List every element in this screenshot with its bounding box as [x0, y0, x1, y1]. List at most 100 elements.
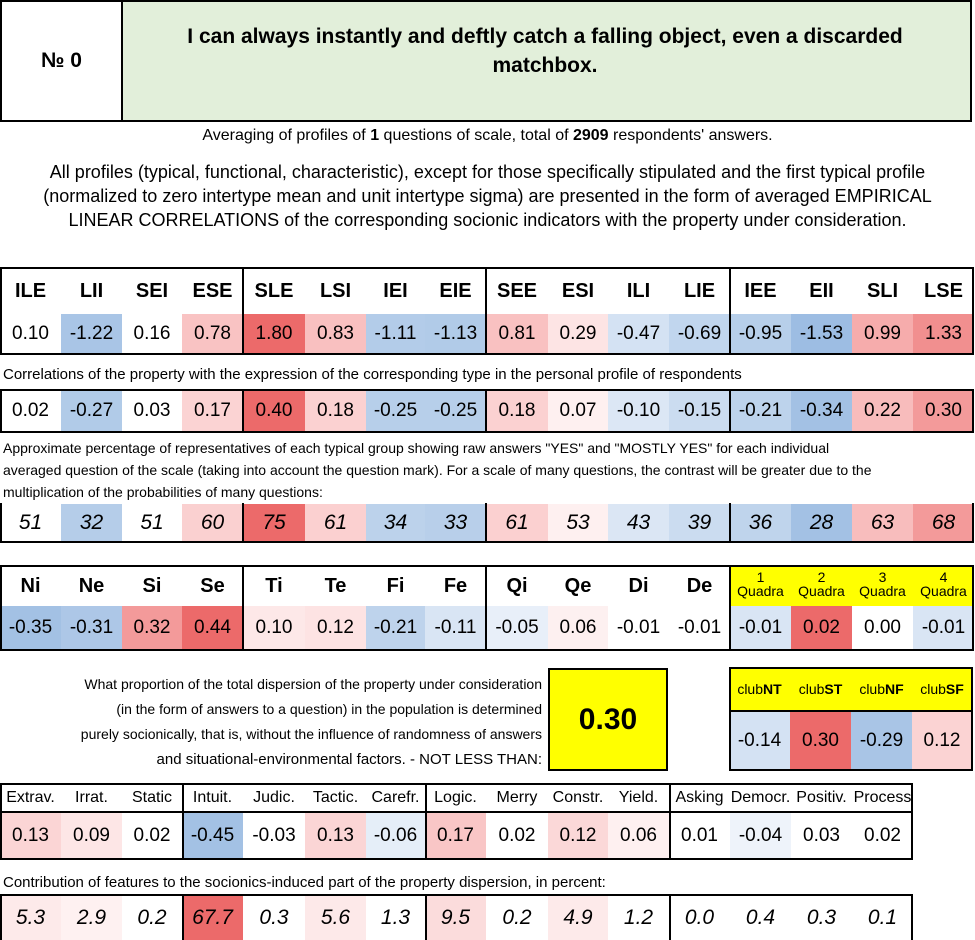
type-percentage-value: 68 — [913, 504, 974, 542]
trait-label: Static — [131, 789, 172, 806]
types-group-border — [972, 267, 974, 354]
quadra-value: 0.02 — [791, 606, 852, 650]
quadra-label: 1 Quadra — [730, 566, 791, 606]
trait-label: Constr. — [552, 789, 604, 806]
type-correlation-value: 0.17 — [182, 390, 243, 432]
function-label: De — [686, 574, 713, 597]
type-normalized-value: 1.33 — [913, 314, 974, 354]
traits-bottom-border — [0, 858, 913, 860]
trait-value: 0.13 — [305, 813, 366, 859]
type-label: IEE — [744, 279, 777, 302]
types-group-border — [485, 503, 487, 543]
function-label: Fi — [386, 574, 405, 597]
type-normalized-value: -0.95 — [730, 314, 791, 354]
type-normalized-value: 0.16 — [122, 314, 182, 354]
quadra-label: 3 Quadra — [852, 566, 913, 606]
traits-group-border — [425, 783, 427, 860]
type-correlation-value: -0.25 — [425, 390, 486, 432]
function-value: 0.32 — [122, 606, 182, 650]
type-percentage-value: 63 — [852, 504, 913, 542]
function-value: 0.44 — [182, 606, 243, 650]
function-label: Te — [324, 574, 347, 597]
percentage-note-1: Approximate percentage of representative… — [3, 440, 830, 456]
trait-contribution: 0.3 — [243, 896, 305, 940]
trait-label: Merry — [496, 789, 538, 806]
type-correlation-value: -0.25 — [366, 390, 425, 432]
functions-group-border — [485, 565, 487, 651]
type-label: LSI — [319, 279, 352, 302]
quadra-label: 4 Quadra — [913, 566, 974, 606]
function-value: 0.10 — [243, 606, 305, 650]
trait-contribution: 0.4 — [730, 896, 791, 940]
quadra-number: 4 — [939, 569, 948, 585]
type-normalized-value: -1.11 — [366, 314, 425, 354]
question-title-box — [121, 0, 972, 122]
number-value: 0 — [70, 49, 82, 72]
type-percentage-value: 34 — [366, 504, 425, 542]
type-normalized-value: 0.83 — [305, 314, 366, 354]
trait-label: Yield. — [618, 789, 659, 806]
quadra-value: 0.00 — [852, 606, 913, 650]
type-normalized-value: -0.47 — [608, 314, 669, 354]
trait-contribution: 4.9 — [548, 896, 608, 940]
types-group-border — [242, 503, 244, 543]
quadra-word: Quadra — [859, 583, 906, 599]
function-label: Di — [628, 574, 649, 597]
type-correlation-value: 0.02 — [0, 390, 61, 432]
function-value: -0.11 — [425, 606, 486, 650]
traits-mid-border — [0, 811, 913, 813]
function-value: 0.06 — [548, 606, 608, 650]
question-title: I can always instantly and deftly catch … — [187, 25, 903, 77]
trait-label: Asking — [675, 789, 724, 806]
type-percentage-value: 61 — [486, 504, 548, 542]
dispersion-line-3: purely socionically, that is, without th… — [80, 726, 542, 742]
type-label: ESE — [192, 279, 233, 302]
type-percentage-value: 75 — [243, 504, 305, 542]
clubs-mid-border — [729, 710, 973, 712]
traits-group-border — [0, 783, 2, 860]
club-name: ST — [824, 681, 843, 697]
type-percentage-value: 39 — [669, 504, 730, 542]
function-value: -0.01 — [669, 606, 730, 650]
trait-value: 0.01 — [669, 813, 730, 859]
function-label: Se — [200, 574, 225, 597]
dispersion-value: 0.30 — [548, 668, 668, 771]
types-group-border — [242, 389, 244, 433]
trait-value: 0.13 — [0, 813, 61, 859]
contrib-group-border — [182, 894, 184, 940]
type-percentage-value: 61 — [305, 504, 366, 542]
type-label: LSE — [924, 279, 963, 302]
club-prefix: club — [859, 681, 885, 697]
type-normalized-value: -1.53 — [791, 314, 852, 354]
trait-value: 0.02 — [852, 813, 913, 859]
functions-bottom-border — [0, 649, 974, 651]
club-value: 0.12 — [912, 712, 972, 770]
type-percentage-value: 53 — [548, 504, 608, 542]
trait-value: -0.06 — [366, 813, 425, 859]
trait-label: Democr. — [730, 789, 791, 806]
quadra-word: Quadra — [798, 583, 845, 599]
trait-contribution: 0.0 — [669, 896, 730, 940]
type-label: SLI — [866, 279, 899, 302]
contrib-group-border — [0, 894, 2, 940]
traits-group-border — [182, 783, 184, 860]
trait-label: Judic. — [253, 789, 295, 806]
types-row-border — [0, 389, 974, 391]
function-label: Ni — [20, 574, 41, 597]
function-label: Qi — [506, 574, 528, 597]
dispersion-line-4: and situational-environmental factors. -… — [156, 751, 542, 768]
trait-contribution: 5.3 — [0, 896, 61, 940]
contribution-note: Contribution of features to the socionic… — [3, 874, 606, 891]
function-label: Ne — [78, 574, 105, 597]
type-percentage-value: 32 — [61, 504, 122, 542]
type-correlation-value: 0.07 — [548, 390, 608, 432]
function-value: -0.35 — [0, 606, 61, 650]
type-normalized-value: 0.78 — [182, 314, 243, 354]
club-value: -0.29 — [851, 712, 912, 770]
function-value: -0.21 — [366, 606, 425, 650]
type-label: SLE — [254, 279, 294, 302]
trait-value: -0.03 — [243, 813, 305, 859]
club-label: club NT — [729, 668, 790, 710]
trait-contribution: 0.2 — [122, 896, 182, 940]
dispersion-line-1: What proportion of the total dispersion … — [84, 676, 542, 692]
